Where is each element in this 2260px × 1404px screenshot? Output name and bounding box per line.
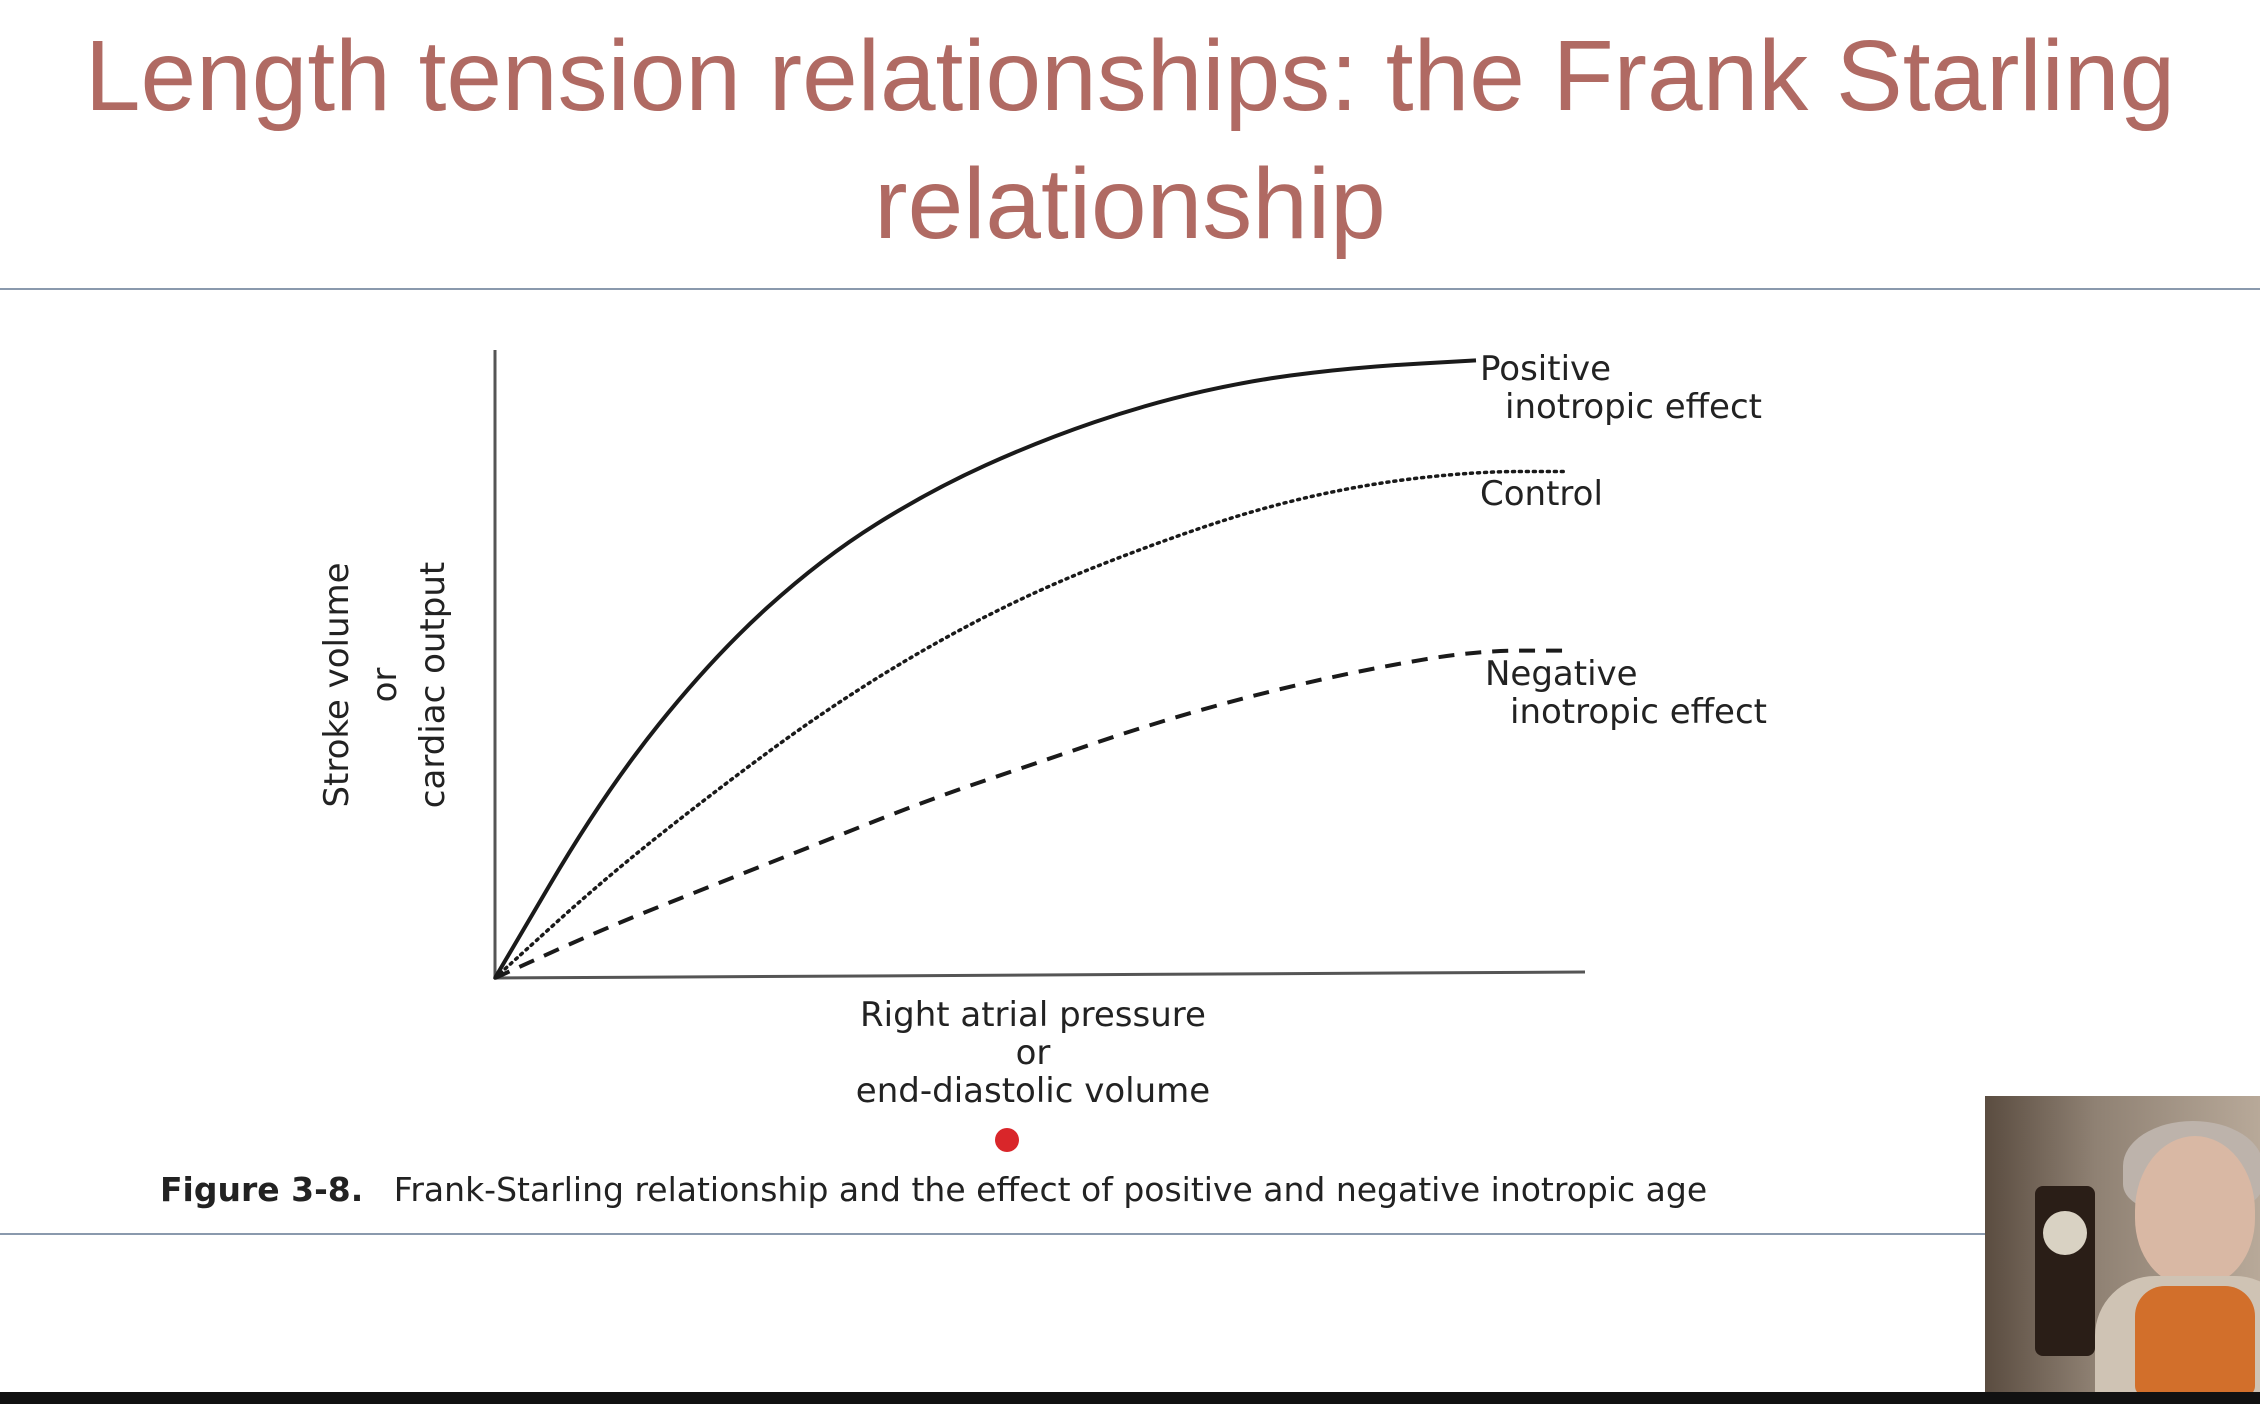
series-label-solid: Positive inotropic effect xyxy=(1480,349,1762,427)
series-line-solid xyxy=(493,358,1477,980)
figure-caption-text: Frank-Starling relationship and the effe… xyxy=(394,1170,1707,1209)
chart-axes xyxy=(493,350,1586,980)
chart-series: Positive inotropic effect Control Negative i… xyxy=(493,349,1767,980)
x-axis-label: Right atrial pressure or end-diastolic vol… xyxy=(856,995,1210,1111)
presenter-webcam-video xyxy=(1985,1096,2260,1396)
figure-caption-label: Figure 3-8. xyxy=(160,1170,363,1209)
series-line-dashed xyxy=(494,648,1564,980)
slide-title: Length tension relationships: the Frank … xyxy=(84,20,2176,260)
chart-labels: Right atrial pressure or end-diastolic vol… xyxy=(317,562,1210,1111)
series-label-dashed: Negative inotropic effect xyxy=(1485,654,1767,732)
title-divider xyxy=(0,288,2260,290)
series-line-dotted xyxy=(493,469,1565,980)
y-axis-label: Stroke volume or cardiac output xyxy=(317,562,453,808)
series-label-dotted: Control xyxy=(1480,474,1603,514)
laser-pointer-dot xyxy=(995,1128,1019,1152)
bottom-bar xyxy=(0,1392,2260,1404)
x-axis-line xyxy=(494,970,1586,980)
caption-divider xyxy=(0,1233,1985,1235)
figure-caption: Figure 3-8. Frank-Starling relationship … xyxy=(160,1170,1707,1209)
